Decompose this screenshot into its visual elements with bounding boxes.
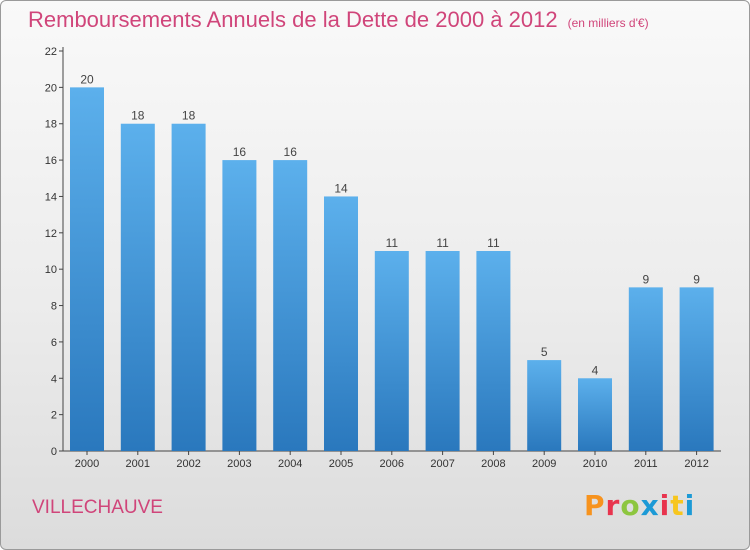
bar-value-label: 4: [592, 363, 599, 377]
y-tick-label: 8: [51, 301, 57, 313]
x-tick-label: 2000: [75, 458, 99, 470]
bar-value-label: 16: [284, 145, 298, 159]
bar-value-label: 11: [436, 236, 449, 250]
bar: [679, 287, 714, 451]
bar: [476, 251, 511, 451]
title-line: Remboursements Annuels de la Dette de 20…: [28, 7, 649, 33]
bar: [222, 160, 257, 451]
y-tick-label: 16: [45, 155, 57, 167]
y-tick-label: 4: [51, 373, 57, 385]
commune-name: VILLECHAUVE: [32, 497, 163, 518]
bar-value-label: 18: [131, 109, 145, 123]
bar-value-label: 5: [541, 345, 548, 359]
chart-unit: (en milliers d'€): [567, 16, 649, 30]
y-tick-label: 12: [45, 228, 57, 240]
bar-value-label: 11: [487, 236, 500, 250]
y-tick-label: 10: [45, 264, 57, 276]
bar-value-label: 18: [182, 109, 196, 123]
bars: 20 18 18 16 16 14 11 11 11 5 4 9 9: [70, 72, 714, 452]
x-tick-label: 2004: [278, 458, 302, 470]
x-tick-label: 2001: [126, 458, 150, 470]
y-tick-label: 14: [45, 191, 57, 203]
bar: [120, 123, 155, 452]
y-tick-label: 0: [51, 446, 57, 458]
x-tick-label: 2002: [176, 458, 200, 470]
y-tick-label: 22: [45, 46, 57, 58]
x-tick-label: 2010: [583, 458, 607, 470]
x-tick-label: 2008: [481, 458, 505, 470]
bar: [273, 160, 308, 451]
bar-value-label: 11: [386, 236, 399, 250]
bar-value-label: 20: [80, 72, 94, 86]
x-tick-label: 2003: [227, 458, 251, 470]
bar: [374, 251, 409, 451]
bar-value-label: 9: [693, 272, 700, 286]
x-tick-label: 2007: [430, 458, 454, 470]
x-tick-label: 2012: [684, 458, 708, 470]
y-tick-label: 20: [45, 82, 57, 94]
y-tick-label: 6: [51, 337, 57, 349]
y-tick-label: 2: [51, 410, 57, 422]
proxiti-logo[interactable]: Proxiti: [584, 489, 696, 522]
bar: [70, 87, 104, 451]
bar: [171, 123, 206, 452]
bar: [324, 196, 358, 451]
x-tick-label: 2005: [329, 458, 353, 470]
x-tick-label: 2009: [532, 458, 556, 470]
bar-value-label: 16: [233, 145, 247, 159]
y-tick-label: 18: [45, 119, 57, 131]
bar: [628, 287, 663, 451]
bar: [425, 251, 460, 451]
chart-title: Remboursements Annuels de la Dette de 20…: [28, 7, 558, 32]
bar-value-label: 14: [334, 181, 348, 195]
x-tick-label: 2006: [380, 458, 404, 470]
x-tick-label: 2011: [634, 458, 658, 470]
bar: [578, 378, 612, 451]
bar: [527, 360, 562, 451]
bar-value-label: 9: [642, 272, 649, 286]
